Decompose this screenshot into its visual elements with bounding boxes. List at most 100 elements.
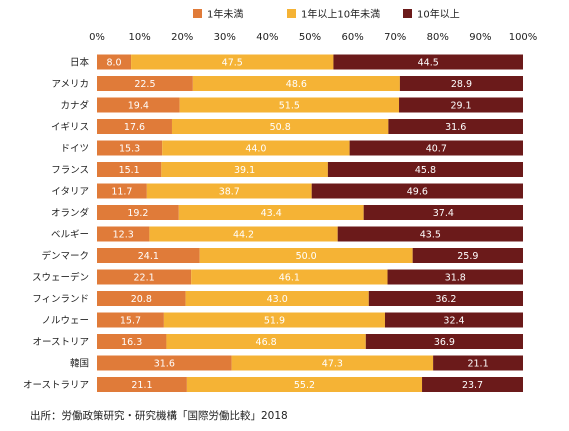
data-label: 31.8 [445,273,466,284]
x-tick-label: 0% [89,32,105,43]
x-tick-label: 30% [214,32,236,43]
bar-segment [161,162,328,177]
data-label: 46.8 [256,337,277,348]
bar-segment [199,248,413,263]
bar-segment [97,183,147,199]
bar-segment [365,334,523,349]
category-label: 韓国 [70,359,89,370]
data-label: 50.8 [270,122,291,133]
data-label: 22.5 [134,79,155,90]
bar-segment [384,312,523,328]
bar-segment [97,377,187,392]
category-label: デンマーク [41,250,89,262]
data-label: 47.3 [322,359,343,370]
data-label: 15.1 [119,165,140,176]
bar-segment [337,226,523,242]
category-label: オーストリア [32,337,89,348]
data-label: 51.9 [264,316,285,327]
bar-segment [327,162,523,177]
bar-segment [97,355,232,371]
data-label: 31.6 [154,359,175,370]
data-label: 31.6 [445,122,466,133]
bar-segment [171,119,389,134]
bar-segment [97,54,132,70]
bar-segment [97,97,180,113]
data-label: 23.7 [462,380,483,391]
legend-label-3: 10年以上 [417,8,460,21]
bar-segment [97,269,192,285]
data-label: 22.1 [133,273,154,284]
bar-segment [387,269,523,285]
data-label: 51.5 [279,101,300,112]
bar-segment [97,291,186,306]
bar-segment [422,377,523,392]
bar-segment [333,54,523,70]
x-tick-label: 90% [469,32,491,43]
data-label: 40.7 [426,144,447,155]
bar-segment [146,183,312,199]
data-label: 46.1 [279,273,300,284]
data-label: 50.0 [296,251,317,262]
bar-segment [311,183,523,199]
data-label: 45.8 [415,165,436,176]
bar-segment [192,76,400,91]
legend-swatch-1 [193,9,202,18]
category-label: イギリス [51,122,89,133]
bar-segment [97,119,172,134]
category-label: オーストラリア [23,380,89,391]
data-label: 44.5 [418,58,439,69]
data-label: 19.2 [127,208,148,219]
data-label: 15.3 [119,144,140,155]
data-label: 16.3 [121,337,142,348]
bar-segment [97,205,179,220]
data-label: 38.7 [219,187,240,198]
category-label: イタリア [51,187,89,198]
bar-segment [412,248,523,263]
bar-segment [149,226,338,242]
data-label: 47.5 [222,58,243,69]
x-tick-label: 70% [384,32,406,43]
legend-swatch-2 [287,9,296,18]
data-label: 55.2 [294,380,315,391]
bar-segment [131,54,334,70]
legend-label-1: 1年未満 [207,8,243,21]
data-label: 12.3 [113,230,134,241]
data-label: 36.9 [434,337,455,348]
data-label: 24.1 [138,251,159,262]
source-note: 出所：労働政策研究・研究機構「国際労働比較」2018 [30,410,288,422]
data-label: 21.1 [131,380,152,391]
category-label: ドイツ [60,144,89,155]
data-label: 49.6 [407,187,428,198]
data-label: 11.7 [111,187,132,198]
data-label: 43.0 [267,294,288,305]
bar-segment [368,291,523,306]
category-label: オランダ [51,207,90,219]
bar-segment [185,291,369,306]
bar-segment [97,334,167,349]
bar-segment [178,205,364,220]
bar-segment [231,355,434,371]
x-tick-label: 10% [128,32,150,43]
bar-segment [388,119,523,134]
data-label: 19.4 [128,101,149,112]
x-tick-label: 60% [341,32,363,43]
x-tick-label: 100% [509,32,538,43]
data-label: 20.8 [131,294,152,305]
bar-segment [191,269,388,285]
data-label: 8.0 [106,58,121,69]
data-label: 44.2 [233,230,254,241]
category-label: カナダ [60,100,89,112]
x-tick-label: 20% [171,32,193,43]
x-tick-label: 50% [299,32,321,43]
data-label: 39.1 [234,165,255,176]
category-label: 日本 [70,57,90,69]
category-label: ノルウェー [41,316,89,327]
bar-segment [433,355,523,371]
bar-segment [97,312,164,328]
category-label: フィンランド [32,294,89,305]
bar-segment [97,140,163,156]
x-tick-label: 80% [427,32,449,43]
x-tick-label: 40% [256,32,278,43]
